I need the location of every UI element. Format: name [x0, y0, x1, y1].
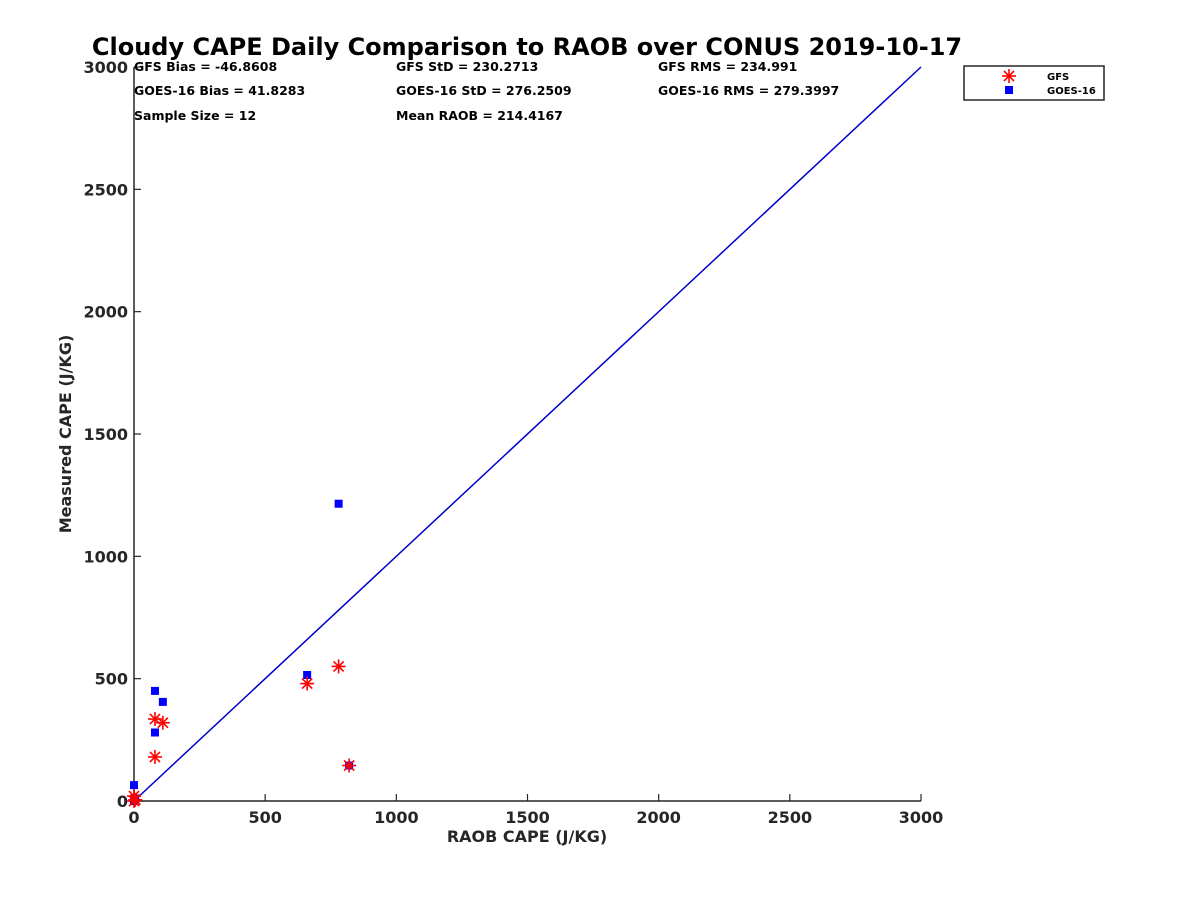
gfs-rms-annotation: GFS RMS = 234.991	[658, 59, 797, 74]
gfs-point	[342, 758, 357, 773]
x-tick-label: 2000	[636, 808, 681, 827]
y-tick-label: 0	[117, 792, 128, 811]
legend-gfs-asterisk	[1002, 69, 1016, 83]
goes-rms-annotation: GOES-16 RMS = 279.3997	[658, 83, 839, 98]
goes16-point	[150, 728, 159, 737]
goes16-point	[158, 697, 167, 706]
gfs-point	[128, 792, 143, 807]
goes16-point	[150, 686, 159, 695]
legend-box	[963, 65, 1105, 101]
x-tick-label: 3000	[899, 808, 944, 827]
y-tick-label: 1000	[83, 547, 128, 566]
gfs-point	[300, 676, 315, 691]
goes16-point	[130, 781, 138, 790]
x-tick-label: 1000	[374, 808, 419, 827]
y-tick-label: 2000	[83, 303, 128, 322]
y-tick-label: 500	[95, 670, 128, 689]
gfs-point	[155, 715, 170, 730]
statistics-annotations: GFS Bias = -46.8608 GFS StD = 230.2713 G…	[134, 59, 839, 123]
goes-std-annotation: GOES-16 StD = 276.2509	[396, 83, 572, 98]
gfs-std-annotation: GFS StD = 230.2713	[396, 59, 538, 74]
y-tick-label: 3000	[83, 58, 128, 77]
mean-raob-annotation: Mean RAOB = 214.4167	[396, 108, 563, 123]
y-ticks: 0 500 1000 1500 2000 2500 3000	[83, 58, 141, 811]
gfs-point	[331, 659, 346, 674]
goes-bias-annotation: GOES-16 Bias = 41.8283	[134, 83, 305, 98]
goes16-point	[303, 670, 312, 679]
legend-gfs-label: GFS	[1047, 72, 1069, 83]
x-tick-label: 2500	[768, 808, 813, 827]
x-tick-label: 0	[128, 808, 139, 827]
goes16-point	[334, 499, 343, 508]
gfs-bias-annotation: GFS Bias = -46.8608	[134, 59, 277, 74]
legend: GFS GOES-16	[963, 65, 1105, 101]
x-tick-label: 1500	[505, 808, 550, 827]
x-tick-label: 500	[248, 808, 281, 827]
legend-gfs-marker	[1002, 69, 1016, 83]
x-axis-label: RAOB CAPE (J/KG)	[447, 827, 607, 846]
sample-size-annotation: Sample Size = 12	[134, 108, 256, 123]
x-ticks: 0 500 1000 1500 2000 2500 3000	[128, 794, 943, 827]
y-tick-label: 1500	[83, 425, 128, 444]
chart-title: Cloudy CAPE Daily Comparison to RAOB ove…	[92, 33, 962, 61]
y-tick-label: 2500	[83, 180, 128, 199]
one-to-one-reference-line	[133, 66, 922, 802]
gfs-point	[147, 749, 162, 764]
legend-goes16-label: GOES-16	[1047, 86, 1096, 97]
y-axis-label: Measured CAPE (J/KG)	[56, 335, 75, 534]
data-points	[127, 499, 357, 808]
legend-goes16-marker	[1005, 86, 1013, 94]
